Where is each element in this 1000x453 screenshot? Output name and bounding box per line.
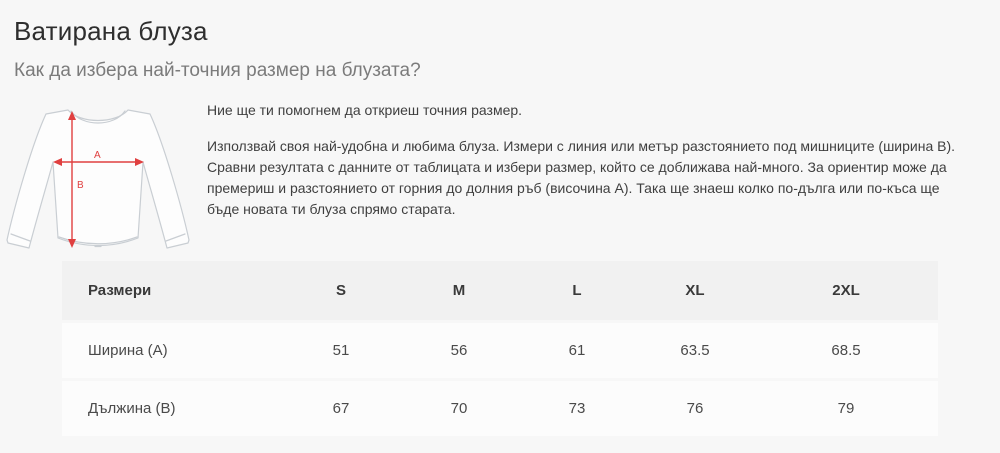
- width-value-xl: 63.5: [636, 323, 754, 378]
- length-value-xl: 76: [636, 381, 754, 436]
- length-value-l: 73: [518, 381, 636, 436]
- size-table-section: Размери S M L XL 2XL Ширина (A) 51 56 61…: [62, 258, 938, 439]
- size-table: Размери S M L XL 2XL Ширина (A) 51 56 61…: [62, 258, 938, 439]
- size-table-title: Размери: [62, 261, 282, 320]
- length-arrowhead-top-icon: [68, 111, 76, 120]
- page-subtitle: Как да избера най-точния размер на блуза…: [14, 60, 421, 81]
- guide-instructions: Използвай своя най-удобна и любима блуза…: [207, 138, 956, 217]
- measurement-arrows: A B: [53, 111, 144, 248]
- size-header-l: L: [518, 261, 636, 320]
- size-header-xl: XL: [636, 261, 754, 320]
- page-title: Ватирана блуза: [14, 16, 208, 46]
- width-value-2xl: 68.5: [754, 323, 938, 378]
- width-arrowhead-left-icon: [53, 158, 62, 166]
- size-table-header-row: Размери S M L XL 2XL: [62, 261, 938, 320]
- shirt-illustration: [6, 109, 190, 249]
- size-header-2xl: 2XL: [754, 261, 938, 320]
- size-header-m: M: [400, 261, 518, 320]
- length-value-2xl: 79: [754, 381, 938, 436]
- width-arrowhead-right-icon: [135, 158, 144, 166]
- row-label-length: Дължина (B): [62, 381, 282, 436]
- width-value-s: 51: [282, 323, 400, 378]
- table-row-length: Дължина (B) 67 70 73 76 79: [62, 381, 938, 436]
- length-arrowhead-bottom-icon: [68, 239, 76, 248]
- width-value-l: 61: [518, 323, 636, 378]
- length-value-m: 70: [400, 381, 518, 436]
- guide-text-block: Ние ще ти помогнем да откриеш точния раз…: [207, 100, 965, 220]
- row-label-width: Ширина (A): [62, 323, 282, 378]
- guide-intro: Ние ще ти помогнем да откриеш точния раз…: [207, 102, 523, 118]
- length-value-s: 67: [282, 381, 400, 436]
- width-value-m: 56: [400, 323, 518, 378]
- size-header-s: S: [282, 261, 400, 320]
- shirt-measurement-diagram: A B: [6, 109, 190, 249]
- width-arrow-label: A: [94, 150, 101, 161]
- table-row-width: Ширина (A) 51 56 61 63.5 68.5: [62, 323, 938, 378]
- length-arrow-label: B: [77, 180, 84, 191]
